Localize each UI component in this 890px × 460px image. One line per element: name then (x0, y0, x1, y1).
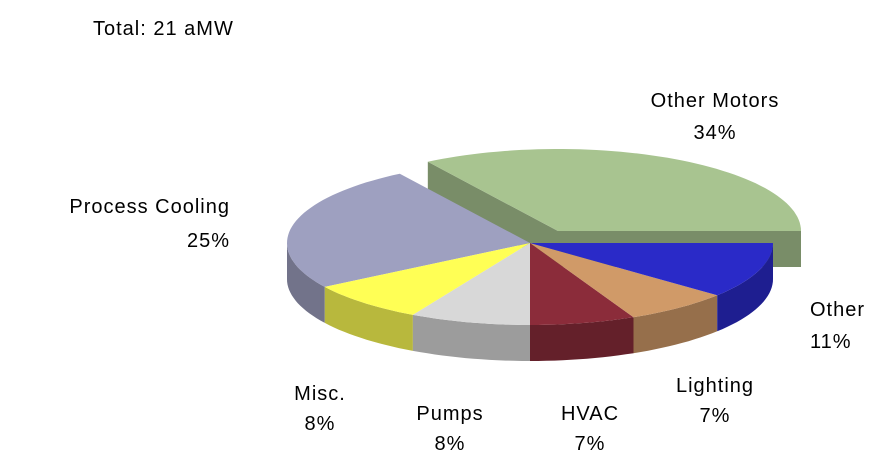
slice-side (717, 243, 773, 332)
slice-label: HVAC (561, 403, 619, 425)
slice-label: Other Motors (651, 90, 780, 112)
chart-title: Total: 21 aMW (93, 18, 234, 40)
slice-label: Pumps (416, 403, 483, 425)
slice-side (530, 317, 634, 361)
slice (324, 243, 530, 315)
slice-side (324, 286, 413, 351)
slice (412, 243, 530, 325)
slice-value-label: 8% (435, 433, 466, 455)
slice-label: Process Cooling (69, 196, 230, 218)
slice-side (412, 314, 530, 361)
slice-value-label: 25% (187, 230, 230, 252)
slice-value-label: 7% (575, 433, 606, 455)
slice (530, 243, 718, 318)
slice-label: Lighting (676, 375, 754, 397)
slice (530, 243, 773, 296)
slice-side (287, 243, 325, 323)
slice-value-label: 34% (693, 122, 736, 144)
slice-value-label: 8% (305, 413, 336, 435)
slice (427, 149, 801, 231)
slice (287, 173, 530, 287)
slice-side (633, 295, 718, 354)
slice-label: Misc. (294, 383, 346, 405)
slice-value-label: 11% (810, 331, 852, 353)
slice-value-label: 7% (700, 405, 731, 427)
slice-label: Other (810, 299, 865, 321)
slice (530, 243, 634, 325)
